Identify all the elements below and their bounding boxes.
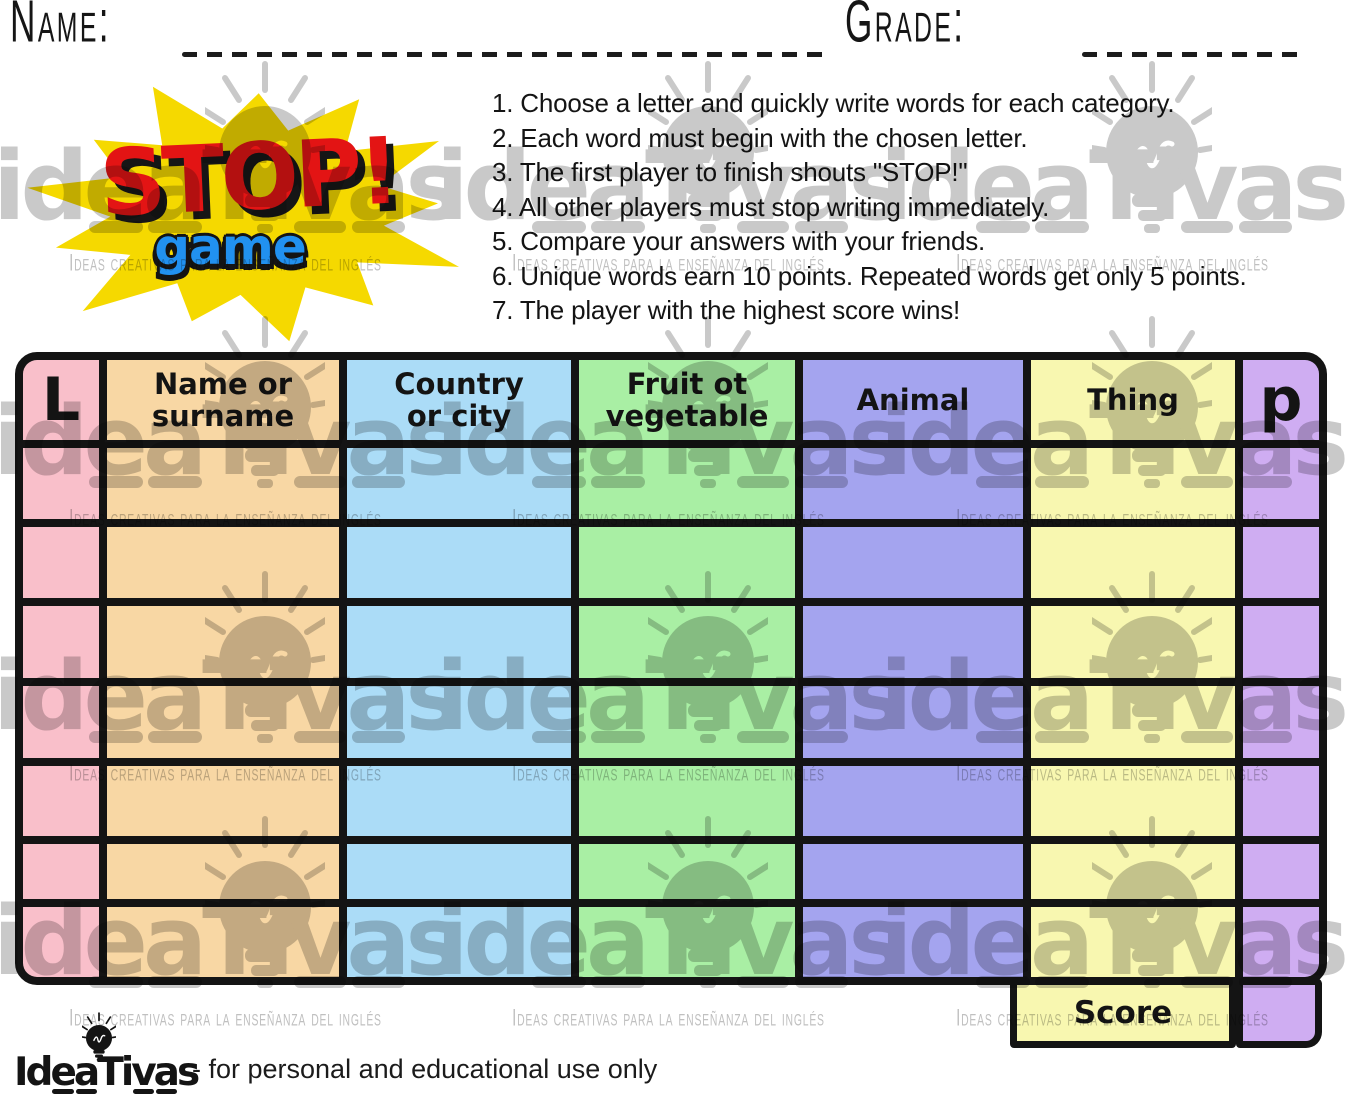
column-header-letter: L: [23, 360, 99, 440]
column-header-animal: Animal: [803, 360, 1023, 440]
answer-cell-country-or-city-row4[interactable]: [347, 686, 571, 758]
watermark-tagline: Ideas creativas para la enseñanza del in…: [68, 1005, 382, 1032]
answer-cell-animal-row2[interactable]: [803, 527, 1023, 598]
stop-game-badge: STOP! game: [16, 66, 480, 356]
answer-cell-letter-row6[interactable]: [23, 844, 99, 899]
answer-cell-animal-row1[interactable]: [803, 448, 1023, 519]
answer-cell-letter-row5[interactable]: [23, 766, 99, 836]
grade-label: Grade:: [845, 0, 966, 55]
answer-cell-points-row1[interactable]: [1243, 448, 1319, 519]
score-label: Score: [1073, 995, 1173, 1031]
lightbulb-icon: [77, 1012, 121, 1062]
name-label: Name:: [10, 0, 111, 55]
usage-note: - for personal and educational use only: [192, 1054, 658, 1084]
answer-cell-animal-row5[interactable]: [803, 766, 1023, 836]
instructions-list: 1. Choose a letter and quickly write wor…: [492, 86, 1262, 328]
column-header-name-or-surname: Name or surname: [107, 360, 339, 440]
answer-cell-thing-row6[interactable]: [1031, 844, 1235, 899]
answer-cell-country-or-city-row2[interactable]: [347, 527, 571, 598]
answer-cell-thing-row4[interactable]: [1031, 686, 1235, 758]
answer-cell-thing-row3[interactable]: [1031, 606, 1235, 678]
watermark-tagline: Ideas creativas para la enseñanza del in…: [511, 1005, 825, 1032]
answer-cell-thing-row5[interactable]: [1031, 766, 1235, 836]
answer-cell-fruit-or-vegetable-row6[interactable]: [579, 844, 795, 899]
answer-cell-animal-row6[interactable]: [803, 844, 1023, 899]
ideativas-logo: IdeaTivas: [14, 1050, 200, 1095]
column-header-country-or-city: Country or city: [347, 360, 571, 440]
answer-cell-points-row4[interactable]: [1243, 686, 1319, 758]
answer-cell-country-or-city-row5[interactable]: [347, 766, 571, 836]
answer-cell-fruit-or-vegetable-row5[interactable]: [579, 766, 795, 836]
column-header-points: p: [1243, 360, 1319, 440]
answer-cell-name-or-surname-row1[interactable]: [107, 448, 339, 519]
starburst-shape: [27, 86, 460, 342]
instruction-item-7: 7. The player with the highest score win…: [492, 295, 961, 325]
answer-cell-fruit-or-vegetable-row7[interactable]: [579, 907, 795, 977]
game-subtitle: game: [154, 218, 307, 276]
column-header-fruit-or-vegetable: Fruit ot vegetable: [579, 360, 795, 440]
score-label-cell: Score: [1010, 978, 1236, 1048]
answer-cell-name-or-surname-row5[interactable]: [107, 766, 339, 836]
instruction-item-3: 3. The first player to finish shouts "ST…: [492, 157, 968, 187]
answer-cell-country-or-city-row1[interactable]: [347, 448, 571, 519]
answer-cell-thing-row1[interactable]: [1031, 448, 1235, 519]
stop-game-table: L Name or surname Country or city Fruit ot …: [15, 352, 1327, 985]
instruction-item-1: 1. Choose a letter and quickly write wor…: [492, 88, 1175, 118]
answer-cell-letter-row7[interactable]: [23, 907, 99, 977]
answer-cell-points-row5[interactable]: [1243, 766, 1319, 836]
answer-cell-country-or-city-row7[interactable]: [347, 907, 571, 977]
answer-cell-name-or-surname-row6[interactable]: [107, 844, 339, 899]
score-value-cell[interactable]: [1236, 978, 1322, 1048]
answer-cell-letter-row1[interactable]: [23, 448, 99, 519]
instruction-item-4: 4. All other players must stop writing i…: [492, 191, 1050, 222]
answer-cell-points-row2[interactable]: [1243, 527, 1319, 598]
answer-cell-name-or-surname-row7[interactable]: [107, 907, 339, 977]
answer-cell-animal-row7[interactable]: [803, 907, 1023, 977]
answer-cell-letter-row4[interactable]: [23, 686, 99, 758]
answer-cell-name-or-surname-row3[interactable]: [107, 606, 339, 678]
instruction-item-2: 2. Each word must begin with the chosen …: [492, 122, 1028, 153]
answer-cell-fruit-or-vegetable-row3[interactable]: [579, 606, 795, 678]
answer-cell-fruit-or-vegetable-row4[interactable]: [579, 686, 795, 758]
answer-cell-letter-row3[interactable]: [23, 606, 99, 678]
answer-cell-points-row6[interactable]: [1243, 844, 1319, 899]
answer-cell-country-or-city-row3[interactable]: [347, 606, 571, 678]
instruction-item-5: 5. Compare your answers with your friend…: [492, 226, 986, 256]
answer-cell-country-or-city-row6[interactable]: [347, 844, 571, 899]
answer-cell-name-or-surname-row2[interactable]: [107, 527, 339, 598]
answer-cell-animal-row3[interactable]: [803, 606, 1023, 678]
answer-cell-points-row3[interactable]: [1243, 606, 1319, 678]
answer-cell-animal-row4[interactable]: [803, 686, 1023, 758]
grade-input-line[interactable]: [1082, 52, 1306, 57]
lightbulb-logo-icon: [77, 1012, 121, 1071]
answer-cell-letter-row2[interactable]: [23, 527, 99, 598]
answer-cell-fruit-or-vegetable-row1[interactable]: [579, 448, 795, 519]
column-header-thing: Thing: [1031, 360, 1235, 440]
answer-cell-fruit-or-vegetable-row2[interactable]: [579, 527, 795, 598]
answer-cell-name-or-surname-row4[interactable]: [107, 686, 339, 758]
name-input-line[interactable]: [182, 52, 830, 57]
answer-cell-thing-row2[interactable]: [1031, 527, 1235, 598]
answer-cell-points-row7[interactable]: [1243, 907, 1319, 977]
instruction-item-6: 6. Unique words earn 10 points. Repeated…: [492, 260, 1247, 291]
answer-cell-thing-row7[interactable]: [1031, 907, 1235, 977]
